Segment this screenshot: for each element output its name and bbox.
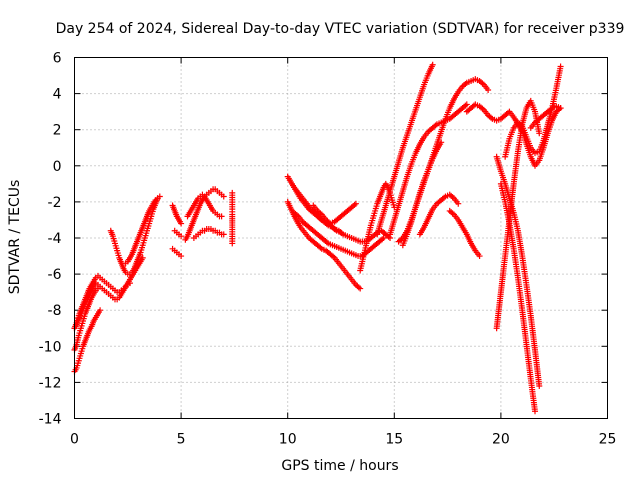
data-point — [536, 130, 543, 137]
x-tick-label: 15 — [385, 432, 403, 448]
data-series-26 — [493, 97, 543, 332]
x-tick-label: 5 — [177, 432, 186, 448]
x-tick-label: 25 — [599, 432, 617, 448]
y-tick-label: -6 — [48, 267, 62, 283]
data-series-27 — [493, 153, 543, 390]
data-point — [463, 101, 470, 108]
y-tick-label: -2 — [48, 195, 62, 211]
data-point — [220, 231, 227, 238]
data-point — [380, 235, 387, 241]
data-point — [97, 307, 104, 314]
data-point — [455, 200, 462, 207]
data-series-8 — [171, 227, 185, 240]
data-series-3 — [71, 272, 133, 332]
y-tick-label: 2 — [53, 123, 62, 139]
x-axis-label: GPS time / hours — [281, 458, 398, 474]
y-tick-label: 6 — [53, 51, 62, 67]
plot-frame — [74, 57, 608, 419]
y-tick-label: -8 — [48, 303, 62, 319]
data-point — [352, 200, 359, 207]
data-point — [229, 240, 236, 247]
data-series-17 — [310, 200, 359, 227]
data-series-22 — [399, 139, 445, 249]
data-series-5 — [122, 193, 163, 267]
y-tick-label: -10 — [39, 339, 62, 355]
data-point — [178, 233, 185, 240]
chart-title: Day 254 of 2024, Sidereal Day-to-day VTE… — [56, 21, 625, 37]
data-point — [476, 253, 483, 260]
grid-lines — [74, 57, 608, 419]
data-point — [429, 61, 436, 68]
data-series-31 — [527, 103, 564, 131]
x-tick-label: 20 — [492, 432, 510, 448]
data-point — [536, 383, 543, 390]
data-points — [71, 61, 564, 415]
y-tick-label: 4 — [53, 87, 62, 103]
data-series-20 — [387, 101, 470, 238]
data-point — [557, 105, 564, 112]
y-tick-label: -4 — [48, 231, 62, 247]
axis-ticks: 0 5 10 15 20 25 -14 -12 -10 -8 -6 -4 -2 0 2 4 6 — [39, 51, 617, 448]
data-series-10 — [184, 191, 225, 220]
x-tick-label: 0 — [70, 432, 79, 448]
data-point — [557, 63, 564, 70]
y-tick-label: -12 — [39, 375, 62, 391]
data-point — [532, 408, 539, 415]
data-series-19 — [374, 61, 436, 238]
y-axis-label: SDTVAR / TECUs — [7, 180, 23, 295]
y-tick-label: -14 — [39, 412, 62, 428]
data-series-11 — [190, 225, 227, 241]
data-point — [485, 86, 492, 93]
data-series-14 — [284, 198, 364, 292]
data-series-23 — [416, 191, 462, 238]
data-point — [178, 253, 185, 260]
y-tick-label: 0 — [53, 159, 62, 175]
data-series-28 — [497, 180, 539, 415]
x-tick-label: 10 — [279, 432, 297, 448]
data-series-12 — [229, 189, 236, 247]
data-series-30 — [519, 105, 564, 169]
data-point — [357, 285, 364, 292]
data-point — [126, 280, 133, 287]
data-point — [156, 193, 163, 200]
data-point — [218, 213, 225, 220]
data-series-0 — [71, 307, 104, 375]
data-series-24 — [446, 207, 483, 260]
data-series-6 — [169, 202, 185, 227]
data-point — [338, 229, 344, 236]
data-point — [220, 193, 227, 200]
data-series-7 — [169, 245, 185, 260]
data-point — [178, 220, 185, 227]
data-point — [438, 139, 445, 146]
